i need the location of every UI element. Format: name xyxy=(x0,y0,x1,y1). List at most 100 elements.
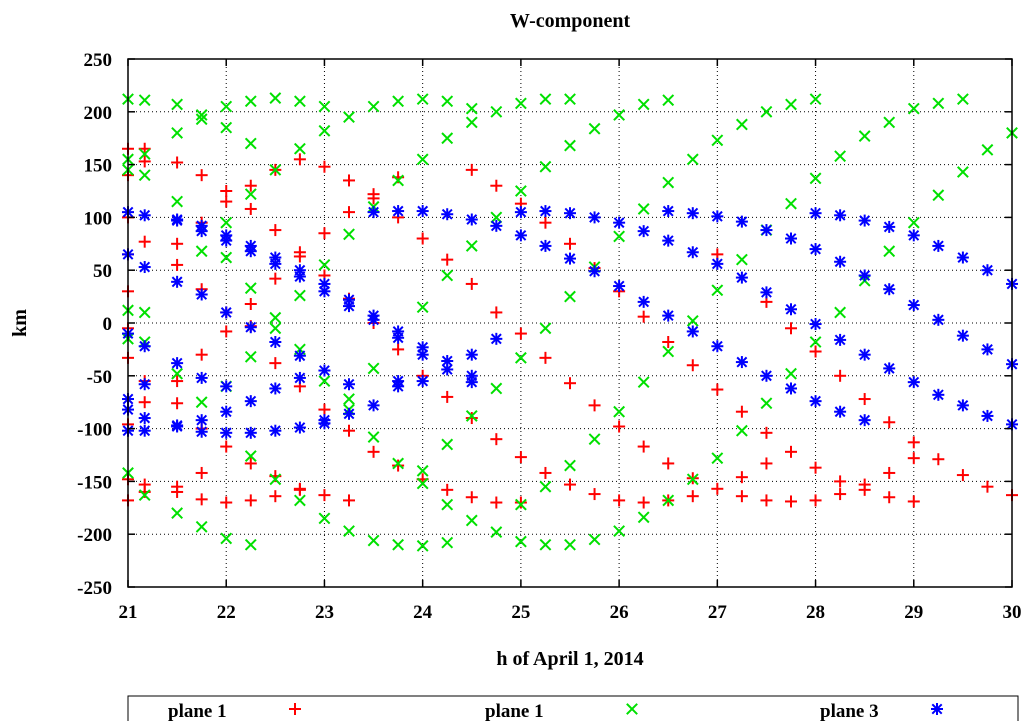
data-point xyxy=(981,480,994,493)
data-point xyxy=(416,205,429,218)
data-point xyxy=(195,348,208,361)
data-point xyxy=(293,270,306,283)
data-point xyxy=(834,405,847,418)
data-point xyxy=(588,211,601,224)
data-point xyxy=(785,98,797,111)
data-point xyxy=(858,414,871,427)
data-point xyxy=(613,525,626,537)
data-point xyxy=(195,414,208,427)
data-point xyxy=(367,313,380,326)
data-point xyxy=(809,345,822,358)
data-point xyxy=(441,269,454,282)
data-point xyxy=(244,137,257,150)
data-point xyxy=(269,272,282,285)
data-point xyxy=(465,116,478,129)
data-point xyxy=(392,205,405,218)
data-point xyxy=(269,357,282,370)
data-point xyxy=(662,205,675,218)
data-point xyxy=(834,333,847,346)
data-point xyxy=(662,494,675,507)
data-point xyxy=(735,118,748,131)
x-tick-label: 23 xyxy=(315,602,334,623)
data-point xyxy=(318,227,331,240)
data-point xyxy=(416,93,429,106)
data-point xyxy=(220,496,233,509)
data-point xyxy=(490,382,503,395)
data-point xyxy=(171,214,184,227)
legend-label: plane 1 xyxy=(485,701,544,721)
data-point xyxy=(907,495,920,508)
data-point xyxy=(416,375,429,388)
data-point xyxy=(735,215,748,228)
data-point xyxy=(318,100,331,113)
data-point xyxy=(441,438,454,451)
data-point xyxy=(932,189,945,202)
data-point xyxy=(834,475,847,488)
y-tick-label: -100 xyxy=(77,420,112,441)
data-point xyxy=(318,512,331,525)
data-point xyxy=(613,230,626,243)
data-point xyxy=(907,216,920,229)
data-point xyxy=(392,343,405,356)
data-point xyxy=(711,210,724,223)
data-point xyxy=(932,388,945,401)
data-point xyxy=(956,166,969,178)
data-point xyxy=(392,380,405,393)
legend-marker xyxy=(626,703,638,715)
data-point xyxy=(220,216,233,229)
data-point xyxy=(220,426,233,439)
data-point xyxy=(834,369,847,382)
y-tick-label: 250 xyxy=(84,50,113,71)
data-point xyxy=(785,367,797,380)
data-point xyxy=(490,105,503,118)
data-point xyxy=(883,283,896,296)
data-point xyxy=(220,532,233,545)
data-point xyxy=(269,311,282,324)
data-point xyxy=(588,433,601,446)
data-point xyxy=(564,252,576,265)
data-point xyxy=(883,220,896,233)
data-point xyxy=(244,494,257,507)
data-point xyxy=(220,405,233,418)
legend-label: plane 1 xyxy=(168,701,227,721)
x-tick-label: 28 xyxy=(806,602,825,623)
data-point xyxy=(220,306,233,319)
data-point xyxy=(858,214,871,227)
data-point xyxy=(539,480,552,493)
data-point xyxy=(539,538,552,551)
data-point xyxy=(343,378,355,391)
data-point xyxy=(539,239,552,252)
x-tick-label: 29 xyxy=(904,602,923,623)
data-point xyxy=(195,225,208,238)
data-point xyxy=(138,378,151,391)
data-point xyxy=(613,280,626,293)
data-point xyxy=(539,93,552,106)
x-tick-label: 22 xyxy=(217,602,236,623)
data-point xyxy=(293,494,306,507)
data-point xyxy=(588,399,601,412)
data-point xyxy=(613,109,626,121)
data-point xyxy=(416,348,429,361)
data-point xyxy=(367,362,380,375)
data-point xyxy=(138,142,151,155)
data-point xyxy=(318,417,331,430)
data-point xyxy=(244,426,257,439)
data-point xyxy=(686,207,699,220)
data-point xyxy=(138,94,151,107)
data-point xyxy=(564,207,576,220)
data-point xyxy=(171,375,184,388)
data-point xyxy=(138,261,151,274)
data-point xyxy=(785,303,797,316)
data-point xyxy=(956,251,969,264)
data-point xyxy=(760,494,773,507)
data-point xyxy=(932,239,945,252)
data-point xyxy=(637,310,650,323)
data-point xyxy=(711,284,724,297)
axis-ticks: 21 22 23 24 25 26 27 28 29 30 -250 -200 -150 -100 -50 0… xyxy=(77,50,1021,623)
data-point xyxy=(195,288,208,301)
data-point xyxy=(686,314,699,327)
data-point xyxy=(293,483,306,496)
data-point xyxy=(662,309,675,322)
data-point xyxy=(269,322,282,335)
legend: plane 1 plane 1 plane 3 xyxy=(127,695,1019,721)
